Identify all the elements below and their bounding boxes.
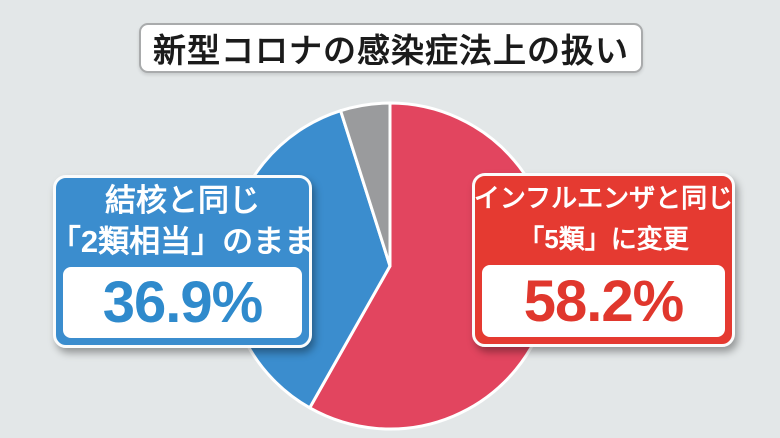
callout-blue-header: 結核と同じ 「2類相当」のまま [50,178,315,264]
callout-red-line2: 「5類」に変更 [518,224,689,254]
callout-red-line1: インフルエンザと同じ [473,183,734,213]
callout-red-class5: インフルエンザと同じ 「5類」に変更 58.2% [472,173,735,347]
pie-slice [339,101,392,268]
callout-red-value: 58.2% [482,265,725,337]
callout-red-header: インフルエンザと同じ 「5類」に変更 [473,176,734,262]
callout-blue-line1: 結核と同じ [105,183,260,218]
callout-blue-line2: 「2類相当」のまま [49,224,316,259]
callout-blue-value: 36.9% [63,267,302,338]
page-title-text: 新型コロナの感染症法上の扱い [153,32,629,69]
callout-blue-class2: 結核と同じ 「2類相当」のまま 36.9% [50,175,315,348]
page-title: 新型コロナの感染症法上の扱い [139,23,643,73]
